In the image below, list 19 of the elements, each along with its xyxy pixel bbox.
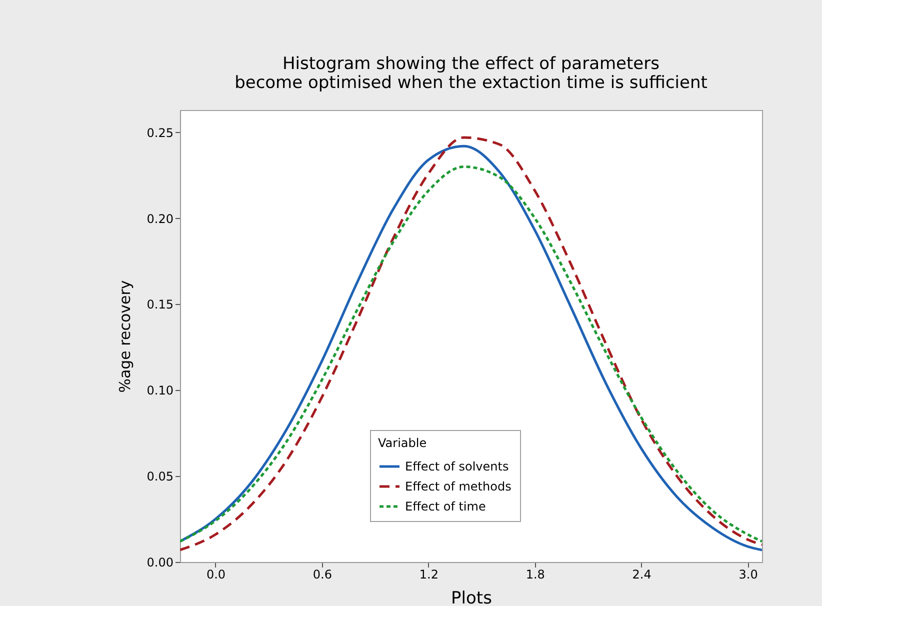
x-tick-label: 1.8 <box>526 568 545 582</box>
x-tick-label: 0.6 <box>312 568 332 582</box>
x-axis-title: Plots <box>451 588 492 608</box>
y-tick-label: 0.25 <box>146 126 174 140</box>
legend-label: Effect of solvents <box>405 460 509 474</box>
y-tick-label: 0.15 <box>146 298 174 312</box>
legend-label: Effect of time <box>405 500 486 514</box>
chart-title: Histogram showing the effect of parameters become optimised when the extaction time is sufficient <box>234 54 708 93</box>
y-axis-title: %age recovery <box>116 280 134 393</box>
x-tick-label: 0.0 <box>206 568 226 582</box>
x-tick-label: 1.2 <box>419 568 438 582</box>
y-tick-label: 0.00 <box>146 556 174 570</box>
legend-label: Effect of methods <box>405 480 512 494</box>
y-tick-label: 0.20 <box>146 212 174 226</box>
y-tick-label: 0.05 <box>146 470 174 484</box>
x-tick-label: 3.0 <box>738 568 758 582</box>
x-tick-label: 2.4 <box>632 568 652 582</box>
y-tick-label: 0.10 <box>146 384 174 398</box>
legend-title: Variable <box>378 436 427 450</box>
